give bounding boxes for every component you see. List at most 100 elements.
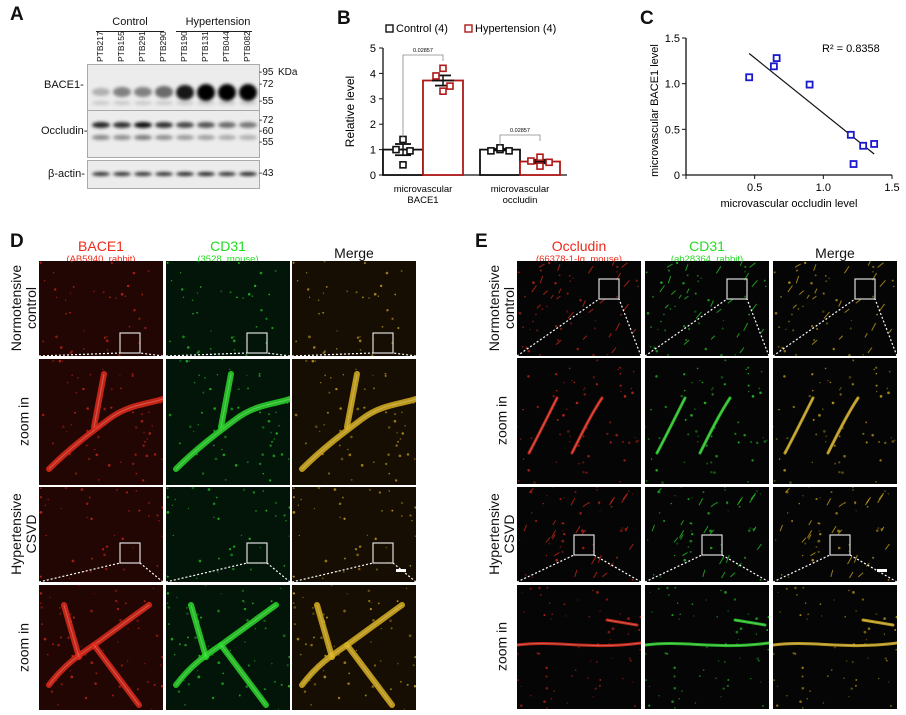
zoom-guide-line [645, 298, 769, 356]
green-channel-image [645, 261, 769, 356]
row-label-line: Hypertensive [486, 492, 502, 575]
y-tick-label: 0.5 [665, 124, 680, 136]
marker-55: -55 [259, 137, 274, 148]
zoom-guide-line [39, 562, 163, 582]
marker-60: -60 [259, 126, 274, 137]
column-subtitle: (66378-1-Ig, mouse) [535, 254, 623, 265]
zoom-guide-line [292, 352, 416, 356]
legend-entry: Hypertension (4) [475, 23, 556, 35]
data-point [846, 130, 855, 139]
zoom-guide-line [773, 554, 897, 582]
zoom-region-box [701, 534, 723, 556]
blot-band [92, 135, 110, 140]
column-subtitle: (AB5940, rabbit) [66, 254, 136, 265]
x-axis-label: microvascular occludin level [721, 198, 858, 210]
red-channel-image [39, 585, 163, 710]
data-point [439, 87, 447, 95]
row-label-line: zoom in [493, 621, 510, 672]
blot-band [113, 135, 131, 140]
y-tick-label: 4 [370, 68, 376, 80]
green-channel-image [166, 585, 290, 710]
zoom-guide-line [39, 352, 163, 356]
row-label: zoom in [493, 361, 510, 481]
y-axis-label: microvascular BACE1 level [649, 44, 661, 177]
row-label-line: CSVD [23, 514, 39, 553]
y-tick-label: 1 [370, 145, 376, 157]
zoom-guide-line [517, 298, 641, 356]
row-label-line: zoom in [493, 395, 510, 446]
merge-image [292, 487, 416, 582]
column-title: CD31 [210, 238, 246, 254]
blot-band [92, 122, 110, 128]
blot-band [134, 172, 152, 176]
lane-label: PTB044 [221, 31, 231, 62]
column-title: BACE1 [78, 238, 124, 254]
lane-label: PTB291 [137, 31, 147, 62]
row-label-line: zoom in [15, 396, 32, 447]
blot-band [197, 122, 215, 128]
zoom-region-box [598, 278, 620, 300]
data-point [870, 140, 879, 148]
significance-bracket [499, 134, 541, 146]
zoom-guide-line [517, 554, 641, 582]
data-point [536, 153, 544, 162]
red-channel-image [517, 585, 641, 709]
green-channel-image [645, 358, 769, 484]
blot-band [134, 101, 152, 105]
data-point [536, 162, 544, 170]
zoom-guide-line [645, 554, 769, 582]
blot-band [218, 84, 236, 101]
red-channel-image [39, 359, 163, 485]
merge-image [292, 359, 416, 485]
blot-band [197, 84, 215, 101]
group-line-hypertension [176, 31, 252, 32]
data-point [505, 147, 513, 155]
row-label-line: CSVD [501, 514, 517, 553]
row-label-line: zoom in [15, 622, 32, 672]
lane-label: PTB217 [95, 31, 105, 62]
marker-43: -43 [259, 168, 274, 179]
marker-55: -55 [259, 96, 274, 107]
data-point [772, 54, 781, 62]
y-tick-label: 1.0 [665, 79, 680, 91]
row-label: Normotensive control [486, 248, 517, 368]
bar [422, 79, 464, 176]
blot-band [239, 84, 257, 101]
row-label-beta-actin: β-actin- [48, 168, 85, 180]
lane-label: PTB290 [158, 31, 168, 62]
blot-band [113, 122, 131, 128]
bar [479, 148, 521, 176]
blot-band [218, 122, 236, 128]
blot-band [218, 172, 236, 176]
row-label-occludin: Occludin- [41, 125, 88, 137]
column-title: Merge [815, 245, 855, 261]
blot-band [176, 172, 194, 176]
data-point [527, 157, 535, 165]
row-label: Normotensive control [8, 248, 39, 368]
zoom-region-box [726, 278, 748, 300]
data-point [439, 64, 447, 73]
lane-label: PTB155 [116, 31, 126, 62]
lane-label: PTB131 [200, 31, 210, 62]
blot-band [218, 135, 236, 140]
red-channel-image [39, 487, 163, 582]
x-category-label: microvascular [394, 184, 453, 195]
blot-band [176, 101, 194, 105]
blot-band [134, 135, 152, 140]
blot-band [197, 172, 215, 176]
merge-image [292, 261, 416, 356]
x-tick-label: 1.0 [816, 182, 831, 194]
blot-band [176, 135, 194, 140]
panel-label-a: A [10, 4, 24, 25]
row-label: Hypertensive CSVD [8, 474, 39, 594]
lane-label: PTB190 [179, 31, 189, 62]
data-point [432, 72, 440, 80]
regression-line [748, 53, 875, 155]
blot-beta-actin [87, 160, 260, 189]
blot-band [134, 86, 152, 98]
green-channel-image [166, 261, 290, 356]
merge-image [773, 358, 897, 484]
blot-band [155, 135, 173, 140]
merge-image [773, 261, 897, 356]
zoom-guide-line [166, 352, 290, 356]
